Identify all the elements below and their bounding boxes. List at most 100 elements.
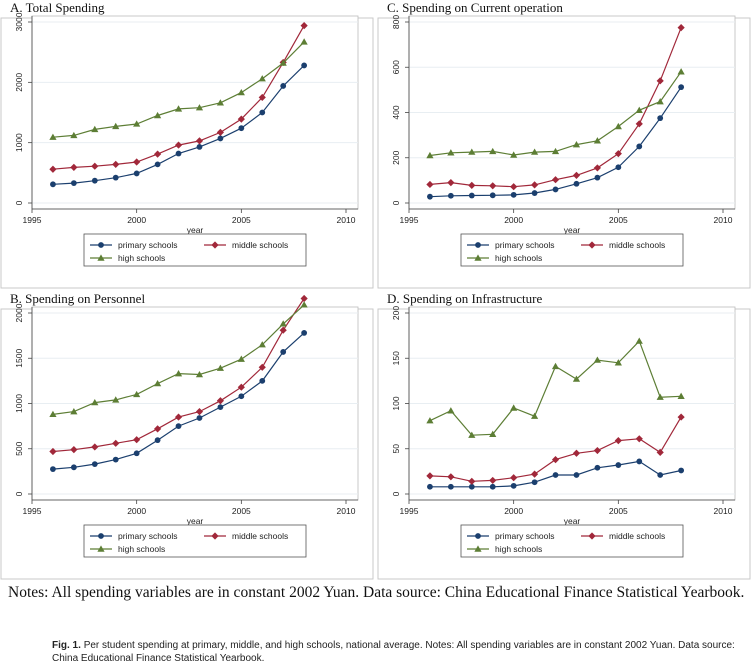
data-point-high-schools [195, 104, 204, 111]
x-tick-label: 2000 [504, 506, 523, 516]
data-point-middle-schools [279, 326, 287, 334]
y-tick-label: 0 [391, 200, 401, 205]
x-tick-label: 1995 [23, 506, 42, 516]
data-point-primary-schools [91, 461, 98, 468]
data-point-middle-schools [258, 363, 266, 371]
x-tick-label: 2010 [714, 506, 733, 516]
data-point-primary-schools [447, 483, 454, 490]
data-point-primary-schools [112, 456, 119, 463]
data-point-primary-schools [133, 170, 140, 177]
x-tick-label: 2000 [127, 506, 146, 516]
data-point-high-schools [593, 137, 601, 144]
data-point-primary-schools [489, 483, 496, 490]
data-point-middle-schools [300, 22, 308, 30]
data-point-high-schools [237, 88, 245, 96]
x-tick-label: 2005 [232, 506, 251, 516]
legend-marker [97, 254, 105, 261]
data-point-primary-schools [427, 193, 433, 200]
data-point-high-schools [174, 370, 183, 377]
y-tick-label: 0 [14, 491, 24, 496]
panel-title: C. Spending on Current operation [387, 0, 563, 15]
data-point-primary-schools [636, 458, 643, 465]
data-point-high-schools [489, 430, 497, 437]
data-point-high-schools [635, 106, 643, 113]
panel-personnel: B. Spending on Personnel 0 500 1000 1500 200… [0, 291, 376, 581]
legend-marker [475, 242, 481, 248]
data-point-middle-schools [572, 171, 581, 179]
legend-label: high schools [118, 253, 165, 263]
data-point-middle-schools [112, 439, 120, 447]
data-point-middle-schools [656, 77, 664, 85]
data-point-primary-schools [301, 330, 308, 336]
chart-svg: 0 200 400 600 800 1995 2000 2005 2010 year primary… [377, 15, 751, 289]
legend-box [460, 524, 684, 558]
data-point-high-schools [677, 68, 685, 75]
data-point-primary-schools [196, 143, 203, 150]
data-point-high-schools [426, 151, 434, 159]
data-point-primary-schools [91, 177, 98, 184]
data-point-primary-schools [112, 174, 119, 181]
x-tick-label: 1995 [23, 215, 42, 225]
x-tick-label: 2005 [609, 215, 628, 225]
data-point-high-schools [216, 364, 224, 371]
panel-title: D. Spending on Infrastructure [387, 291, 543, 306]
chart-svg: 0 50 100 150 200 1995 2000 2005 2010 year primary … [377, 306, 751, 580]
chart-svg: 0 500 1000 1500 2000 1995 2000 2005 2010 year prim… [0, 294, 374, 580]
data-point-primary-schools [280, 349, 287, 355]
data-point-primary-schools [50, 466, 56, 473]
data-point-high-schools [258, 341, 266, 348]
legend-box [83, 233, 307, 267]
data-point-high-schools [112, 396, 120, 403]
y-tick-label: 200 [391, 306, 401, 320]
x-tick-label: 2000 [504, 215, 523, 225]
y-tick-label: 2000 [14, 303, 24, 322]
x-tick-label: 2000 [127, 215, 146, 225]
data-point-middle-schools [635, 120, 643, 128]
data-point-primary-schools [594, 464, 601, 471]
data-point-primary-schools [154, 437, 161, 444]
data-point-high-schools [237, 355, 245, 362]
data-point-primary-schools [259, 377, 266, 384]
data-point-primary-schools [468, 192, 475, 199]
data-point-high-schools [614, 359, 622, 366]
x-tick-label: 2005 [609, 506, 628, 516]
x-axis-label: year [564, 225, 581, 235]
data-point-high-schools [133, 390, 141, 398]
legend-box [83, 524, 307, 558]
data-point-primary-schools [70, 180, 77, 186]
legend-marker [475, 533, 481, 539]
x-tick-label: 1995 [400, 506, 419, 516]
data-point-primary-schools [657, 472, 664, 478]
y-tick-label: 0 [14, 200, 24, 205]
data-point-primary-schools [447, 192, 454, 199]
data-point-primary-schools [238, 125, 245, 132]
data-point-middle-schools [656, 448, 664, 456]
data-point-high-schools [279, 320, 287, 327]
data-point-primary-schools [657, 115, 664, 122]
data-point-primary-schools [175, 423, 182, 430]
caption-text: Per student spending at primary, middle,… [52, 640, 735, 664]
data-point-high-schools [154, 111, 162, 119]
data-point-primary-schools [301, 62, 308, 69]
data-point-high-schools [593, 356, 601, 363]
data-point-primary-schools [678, 84, 685, 91]
plot-area [31, 15, 359, 210]
data-point-high-schools [133, 120, 141, 127]
data-point-middle-schools [195, 137, 204, 145]
data-point-middle-schools [133, 158, 141, 166]
legend-label: primary schools [495, 240, 555, 250]
data-point-middle-schools [300, 294, 308, 303]
data-point-primary-schools [510, 191, 517, 198]
legend-label: high schools [495, 544, 542, 554]
y-tick-label: 2000 [14, 73, 24, 92]
data-point-primary-schools [238, 393, 245, 400]
data-point-primary-schools [427, 483, 433, 490]
legend-marker [474, 254, 482, 261]
legend-label: middle schools [232, 531, 288, 541]
data-point-high-schools [426, 417, 434, 424]
y-tick-label: 100 [391, 396, 401, 410]
legend-marker [98, 242, 104, 248]
y-tick-label: 500 [14, 441, 24, 455]
data-point-primary-schools [154, 161, 161, 168]
data-point-middle-schools [258, 93, 266, 102]
